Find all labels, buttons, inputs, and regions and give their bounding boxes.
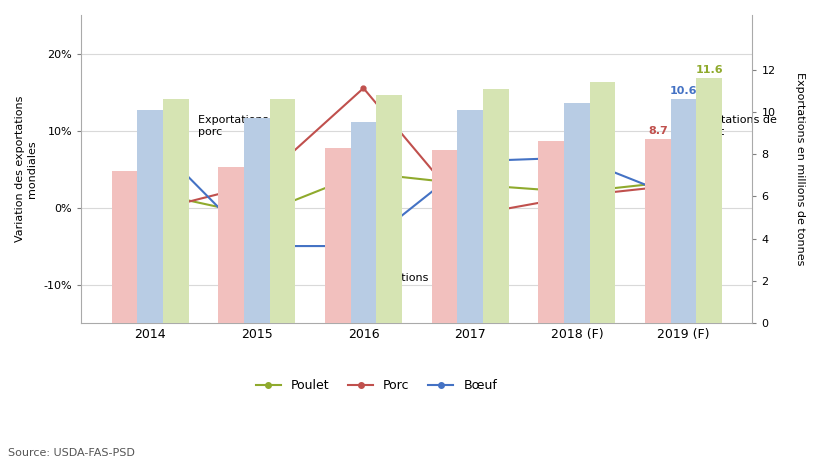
Bar bbox=[457, 110, 482, 323]
Text: 11.6: 11.6 bbox=[695, 65, 722, 75]
Bar bbox=[324, 148, 351, 323]
Bar bbox=[269, 99, 295, 323]
Bar bbox=[137, 110, 163, 323]
Bar bbox=[670, 99, 695, 323]
Text: Exportations de
porc: Exportations de porc bbox=[198, 115, 286, 137]
Y-axis label: Exportations en millions de tonnes: Exportations en millions de tonnes bbox=[794, 72, 804, 266]
Bar bbox=[695, 78, 721, 323]
Bar bbox=[589, 82, 614, 323]
Bar bbox=[538, 142, 563, 323]
Bar bbox=[244, 118, 269, 323]
Text: Exportations de
poulet: Exportations de poulet bbox=[688, 115, 776, 137]
Bar bbox=[645, 139, 670, 323]
Bar bbox=[376, 95, 401, 323]
Bar bbox=[563, 103, 589, 323]
Bar bbox=[218, 167, 244, 323]
Legend: Poulet, Porc, Bœuf: Poulet, Porc, Bœuf bbox=[251, 374, 502, 397]
Text: 10.6: 10.6 bbox=[669, 86, 696, 96]
Bar bbox=[432, 150, 457, 323]
Text: 8.7: 8.7 bbox=[647, 126, 667, 136]
Bar bbox=[163, 99, 188, 323]
Text: Source: USDA-FAS-PSD: Source: USDA-FAS-PSD bbox=[8, 449, 135, 458]
Bar bbox=[111, 171, 137, 323]
Y-axis label: Variation des exportations
mondiales: Variation des exportations mondiales bbox=[15, 96, 37, 242]
Bar bbox=[482, 89, 508, 323]
Text: Exportations de
bœuf: Exportations de bœuf bbox=[358, 273, 446, 295]
Bar bbox=[351, 122, 376, 323]
